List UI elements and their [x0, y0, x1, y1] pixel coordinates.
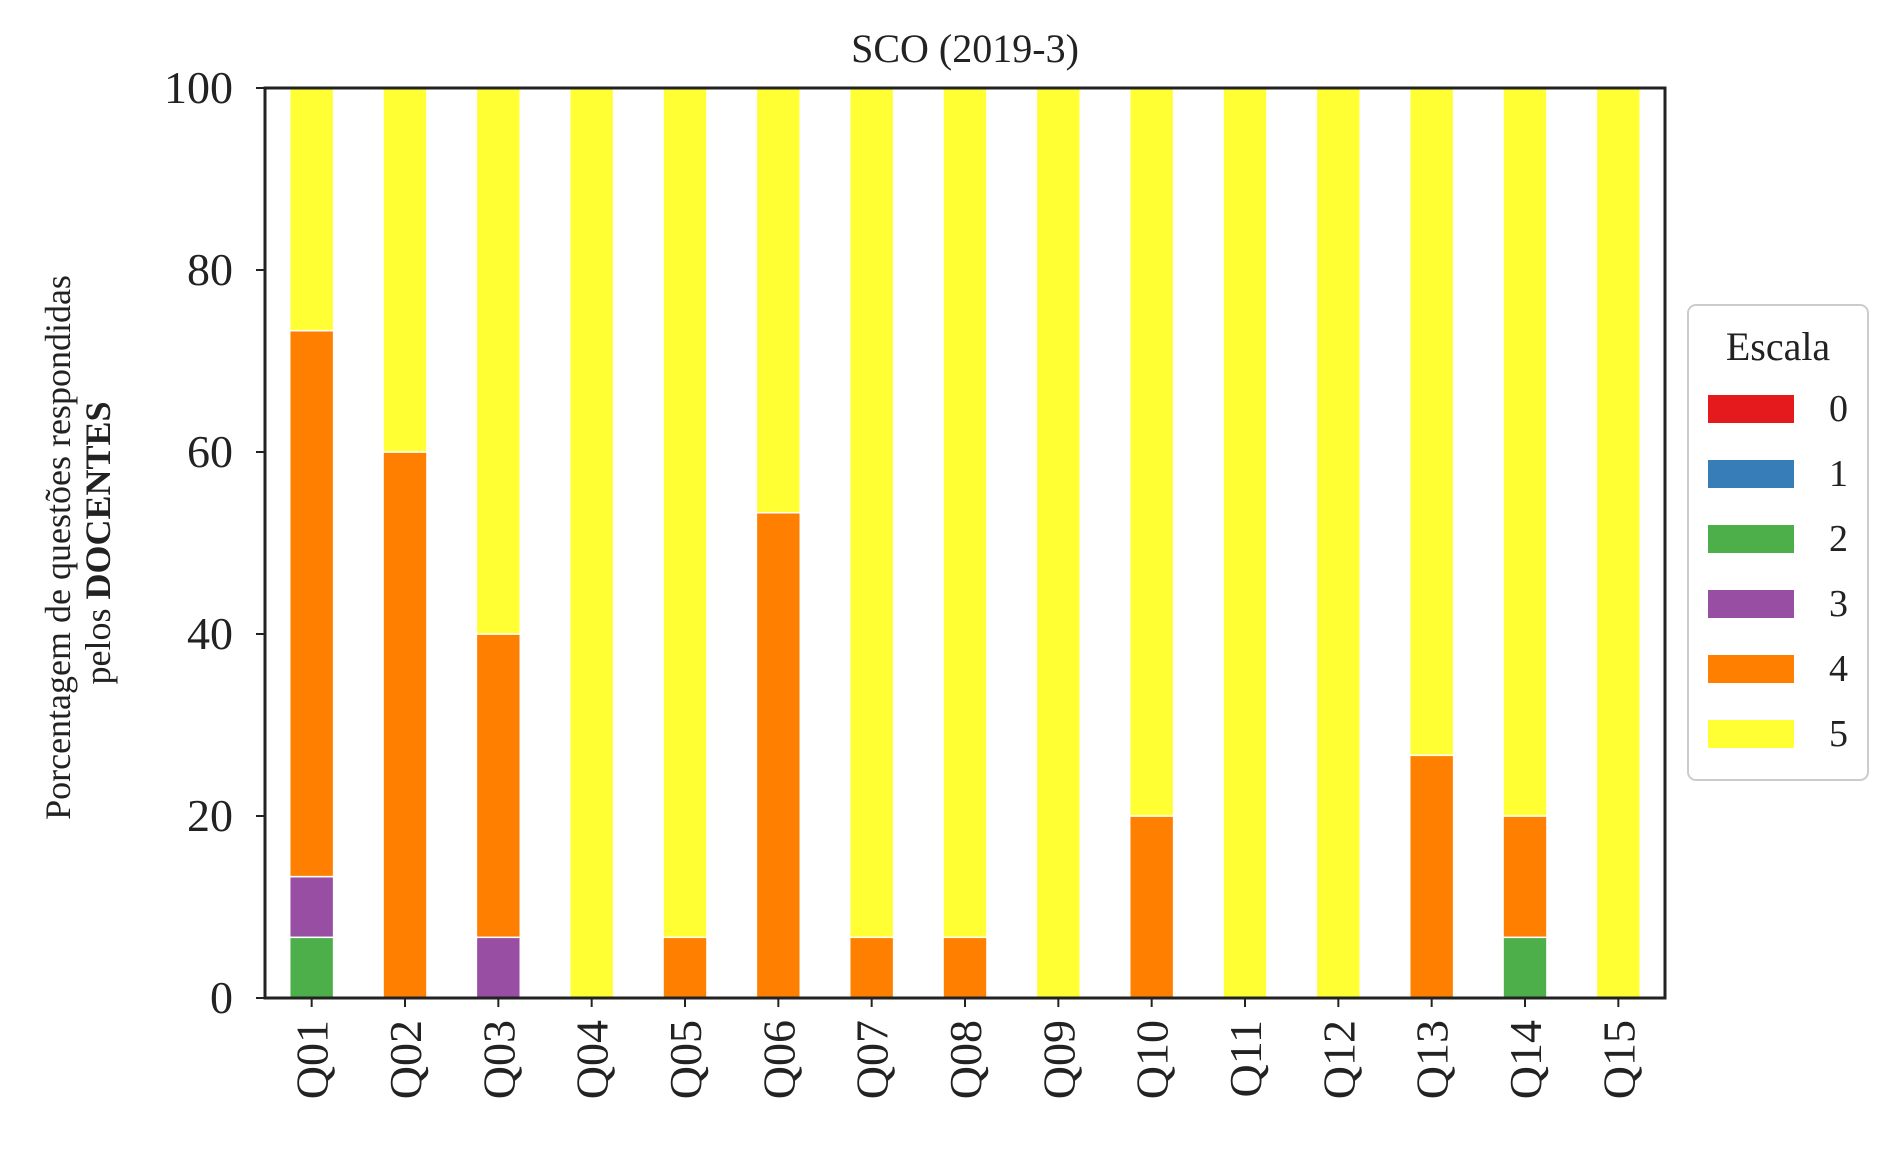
bar-Q05-scale-4 [662, 936, 708, 999]
chart-title: SCO (2019-3) [851, 26, 1079, 71]
legend: Escala 0 1 2 3 4 5 [1687, 304, 1869, 781]
legend-label-4: 4 [1829, 648, 1848, 690]
y-axis-label-bold: DOCENTES [78, 401, 118, 599]
x-axis: Q01 Q02 Q03 Q04 Q05 Q06 Q07 Q08 Q09 Q10 Q11 Q12 Q13 Q… [287, 998, 1644, 1099]
x-tick-label: Q05 [660, 1020, 711, 1099]
bar-Q03-scale-3 [475, 936, 522, 999]
x-tick-label: Q07 [847, 1020, 898, 1099]
bar-Q14-scale-4 [1502, 815, 1548, 939]
y-tick-label: 20 [187, 790, 233, 841]
bar-Q10-scale-4 [1128, 815, 1175, 999]
x-tick-label: Q06 [753, 1020, 804, 1099]
bar-Q13-scale-4 [1408, 754, 1455, 999]
legend-label-3: 3 [1829, 583, 1848, 625]
x-tick-label: Q04 [567, 1020, 618, 1099]
bar-Q04-scale-5 [568, 87, 615, 999]
legend-swatch-4 [1708, 655, 1794, 683]
bar-Q01-scale-2 [288, 936, 335, 999]
y-axis-label-prefix: pelos [78, 600, 118, 685]
y-tick-label: 100 [164, 62, 233, 113]
bar-Q03-scale-5 [475, 87, 522, 635]
legend-swatch-3 [1708, 590, 1794, 618]
legend-label-1: 1 [1829, 453, 1848, 495]
legend-label-2: 2 [1829, 518, 1848, 560]
legend-swatch-2 [1708, 525, 1794, 553]
bar-Q06-scale-4 [755, 511, 802, 999]
bar-Q09-scale-5 [1035, 87, 1082, 999]
legend-swatch-1 [1708, 460, 1794, 488]
legend-items: 0 1 2 3 4 5 [1708, 388, 1848, 755]
bar-Q08-scale-5 [942, 87, 988, 939]
bar-Q08-scale-4 [942, 936, 988, 999]
x-tick-label: Q03 [473, 1020, 524, 1099]
bar-Q14-scale-2 [1502, 936, 1548, 999]
legend-swatch-0 [1708, 395, 1794, 423]
y-axis-label-line2: pelos DOCENTES [78, 401, 118, 684]
x-tick-label: Q01 [287, 1020, 338, 1099]
bar-Q07-scale-5 [848, 87, 895, 939]
bar-Q05-scale-5 [662, 87, 708, 939]
x-tick-label: Q09 [1033, 1020, 1084, 1099]
x-tick-label: Q08 [940, 1020, 991, 1099]
bar-Q02-scale-4 [382, 451, 428, 999]
x-tick-label: Q13 [1407, 1020, 1458, 1099]
y-tick-label: 80 [187, 244, 233, 295]
bar-Q14-scale-5 [1502, 87, 1548, 817]
legend-title: Escala [1726, 324, 1831, 369]
x-tick-label: Q12 [1313, 1020, 1364, 1099]
y-axis: 0 20 40 60 80 100 [164, 62, 265, 1023]
x-tick-label: Q15 [1593, 1020, 1644, 1099]
y-tick-label: 0 [210, 972, 233, 1023]
y-tick-label: 40 [187, 608, 233, 659]
bar-Q02-scale-5 [382, 87, 428, 453]
legend-label-0: 0 [1829, 388, 1848, 430]
y-axis-label: Porcentagem de questões respondidas pelo… [38, 266, 118, 820]
y-axis-label-line1: Porcentagem de questões respondidas [38, 275, 78, 820]
legend-label-5: 5 [1829, 713, 1848, 755]
bar-Q11-scale-5 [1222, 87, 1268, 999]
bar-Q13-scale-5 [1408, 87, 1455, 757]
bar-Q12-scale-5 [1315, 87, 1362, 999]
bar-Q15-scale-5 [1595, 87, 1642, 999]
bar-Q01-scale-3 [288, 875, 335, 939]
bar-Q01-scale-5 [288, 87, 335, 332]
x-tick-label: Q11 [1220, 1020, 1271, 1098]
bars-layer [288, 87, 1642, 999]
y-tick-label: 60 [187, 426, 233, 477]
x-tick-label: Q10 [1127, 1020, 1178, 1099]
x-tick-label: Q14 [1500, 1020, 1551, 1099]
x-tick-label: Q02 [380, 1020, 431, 1099]
bar-Q10-scale-5 [1128, 87, 1175, 817]
legend-swatch-5 [1708, 720, 1794, 748]
bar-Q07-scale-4 [848, 936, 895, 999]
bar-Q06-scale-5 [755, 87, 802, 514]
bar-Q01-scale-4 [288, 329, 335, 878]
bar-Q03-scale-4 [475, 633, 522, 939]
